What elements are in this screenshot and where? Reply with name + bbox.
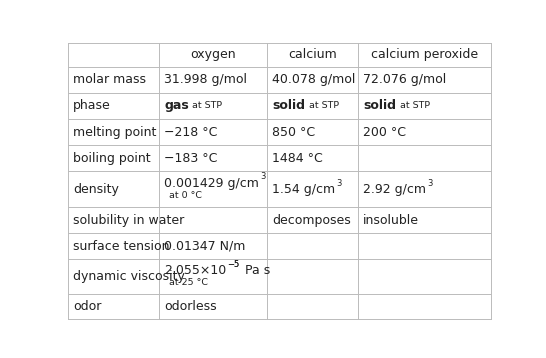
Text: dynamic viscosity: dynamic viscosity <box>73 270 185 283</box>
Text: −218 °C: −218 °C <box>164 126 218 139</box>
Text: 0.01347 N/m: 0.01347 N/m <box>164 240 246 253</box>
Text: at STP: at STP <box>192 101 223 110</box>
Text: odor: odor <box>73 300 102 313</box>
Text: 1.54 g/cm: 1.54 g/cm <box>272 183 335 195</box>
Text: −5: −5 <box>227 260 240 269</box>
Text: at STP: at STP <box>308 101 339 110</box>
Text: 31.998 g/mol: 31.998 g/mol <box>164 73 247 86</box>
Text: −5: −5 <box>227 260 240 269</box>
Text: 850 °C: 850 °C <box>272 126 316 139</box>
Text: 72.076 g/mol: 72.076 g/mol <box>363 73 447 86</box>
Text: 3: 3 <box>336 179 342 188</box>
Text: 2.92 g/cm: 2.92 g/cm <box>363 183 426 195</box>
Text: density: density <box>73 183 119 195</box>
Text: phase: phase <box>73 100 111 112</box>
Text: calcium: calcium <box>288 48 337 61</box>
Text: 0.001429 g/cm: 0.001429 g/cm <box>164 176 259 189</box>
Text: 2.055×10: 2.055×10 <box>164 264 227 277</box>
Text: gas: gas <box>164 100 189 112</box>
Text: 200 °C: 200 °C <box>363 126 406 139</box>
Text: molar mass: molar mass <box>73 73 146 86</box>
Text: 1484 °C: 1484 °C <box>272 152 323 165</box>
Text: 3: 3 <box>260 173 266 182</box>
Text: 40.078 g/mol: 40.078 g/mol <box>272 73 355 86</box>
Text: at STP: at STP <box>400 101 430 110</box>
Text: oxygen: oxygen <box>191 48 236 61</box>
Text: solubility in water: solubility in water <box>73 213 185 227</box>
Text: Pa s: Pa s <box>241 264 271 277</box>
Text: odorless: odorless <box>164 300 217 313</box>
Text: solid: solid <box>272 100 305 112</box>
Text: decomposes: decomposes <box>272 213 351 227</box>
Text: insoluble: insoluble <box>363 213 419 227</box>
Text: at 25 °C: at 25 °C <box>169 278 207 287</box>
Text: calcium peroxide: calcium peroxide <box>371 48 478 61</box>
Text: 3: 3 <box>428 179 433 188</box>
Text: boiling point: boiling point <box>73 152 151 165</box>
Text: melting point: melting point <box>73 126 157 139</box>
Text: surface tension: surface tension <box>73 240 170 253</box>
Text: at 0 °C: at 0 °C <box>169 191 201 200</box>
Text: −183 °C: −183 °C <box>164 152 218 165</box>
Text: solid: solid <box>363 100 396 112</box>
